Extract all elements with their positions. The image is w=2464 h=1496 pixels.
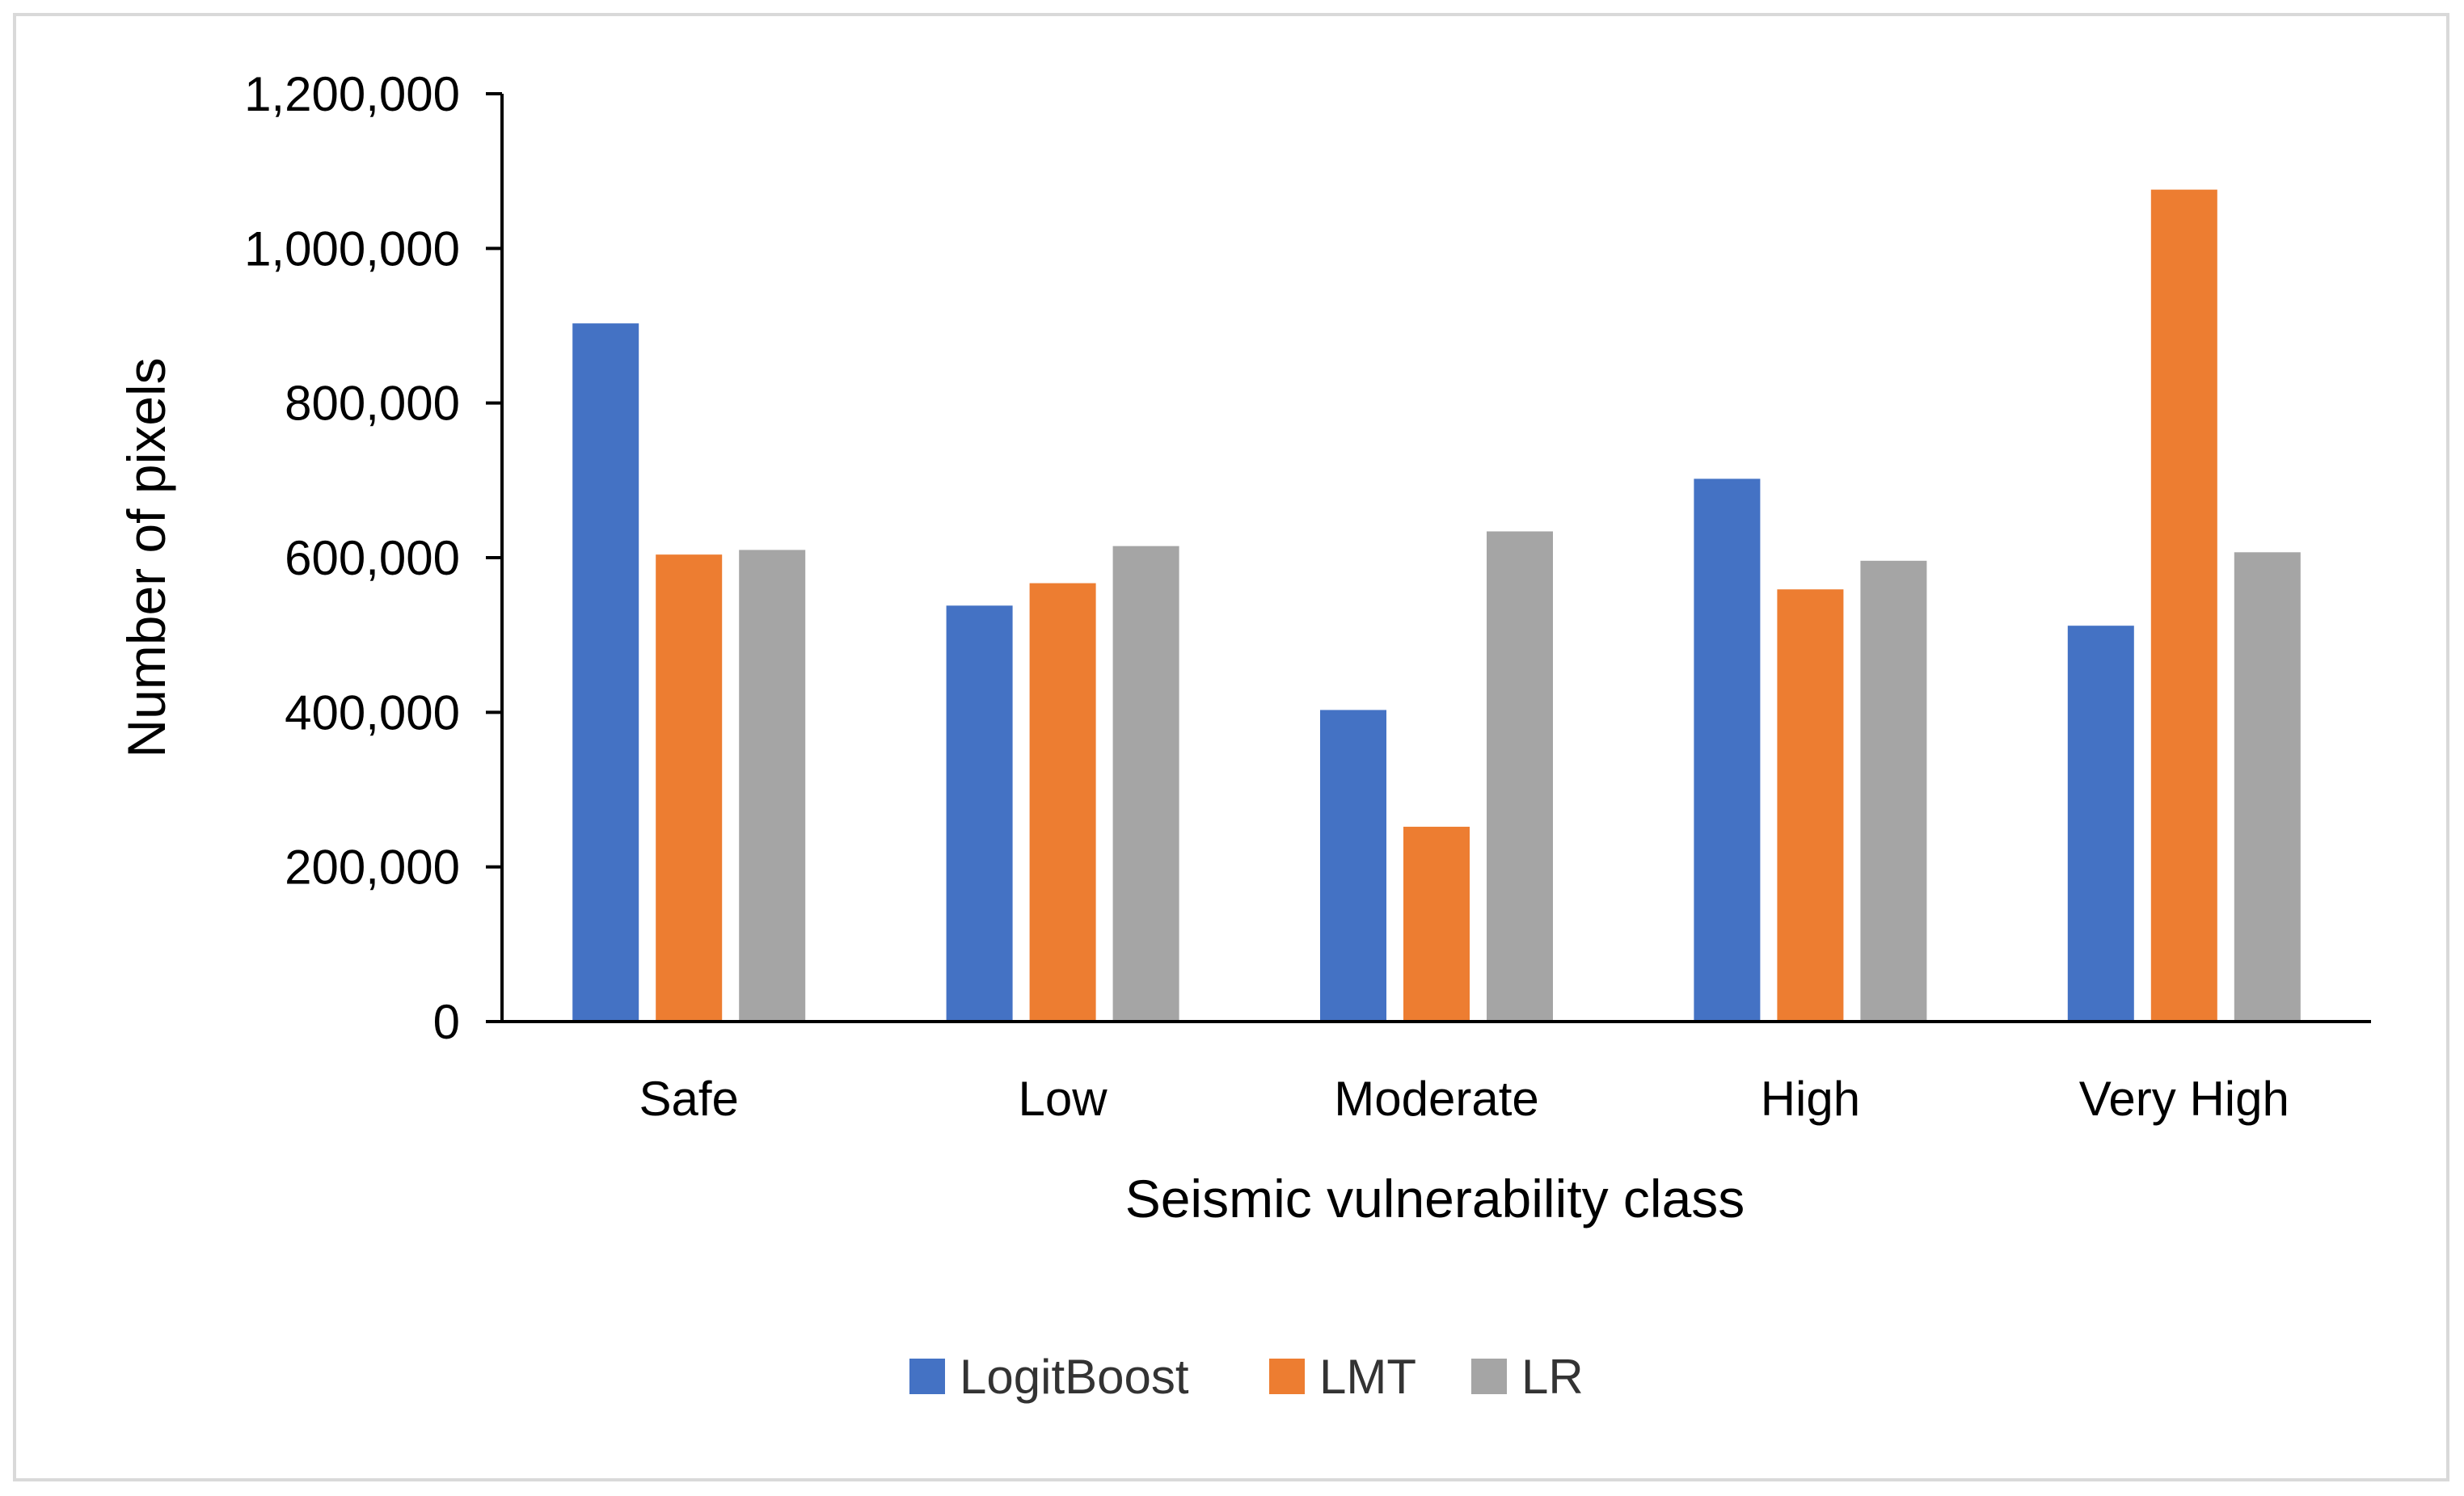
y-axis-ticks: 0 200,000 400,000 600,000 800,000 1,000,000 1,… bbox=[244, 67, 502, 1049]
x-axis-title: Seismic vulnerability class bbox=[1125, 1169, 1745, 1228]
y-tick-label: 200,000 bbox=[285, 841, 460, 895]
bar-lmt-safe bbox=[656, 554, 723, 1022]
bar-logitboost-low bbox=[946, 605, 1013, 1022]
y-tick-label: 1,000,000 bbox=[244, 221, 460, 276]
legend-swatch-lr bbox=[1471, 1359, 1507, 1394]
bar-lr-high bbox=[1860, 560, 1927, 1022]
y-tick-label: 400,000 bbox=[285, 685, 460, 740]
legend-label-lmt: LMT bbox=[1319, 1350, 1416, 1404]
x-tick-label: Low bbox=[1019, 1072, 1108, 1126]
bar-lmt-moderate bbox=[1403, 826, 1470, 1022]
bar-lr-very-high bbox=[2234, 552, 2301, 1022]
legend-swatch-lmt bbox=[1269, 1359, 1305, 1394]
legend-label-logitboost: LogitBoost bbox=[960, 1350, 1189, 1404]
bar-logitboost-moderate bbox=[1320, 710, 1386, 1022]
y-axis-title: Number of pixels bbox=[116, 357, 176, 757]
bar-lmt-high bbox=[1777, 589, 1844, 1022]
y-tick-label: 600,000 bbox=[285, 531, 460, 585]
bar-lr-moderate bbox=[1487, 531, 1553, 1022]
bar-logitboost-safe bbox=[572, 323, 639, 1022]
y-tick-label: 800,000 bbox=[285, 377, 460, 431]
legend-label-lr: LR bbox=[1521, 1350, 1584, 1404]
x-tick-label: High bbox=[1761, 1072, 1860, 1126]
x-tick-label: Safe bbox=[639, 1072, 738, 1126]
y-tick-label: 1,200,000 bbox=[244, 67, 460, 121]
legend-swatch-logitboost bbox=[909, 1359, 945, 1394]
bar-lr-safe bbox=[739, 550, 806, 1022]
bar-logitboost-very-high bbox=[2067, 626, 2134, 1022]
chart-frame bbox=[13, 13, 2449, 1481]
y-tick-label: 0 bbox=[433, 995, 460, 1049]
x-tick-label: Very High bbox=[2079, 1072, 2289, 1126]
x-axis-tick-labels: Safe Low Moderate High Very High bbox=[639, 1072, 2289, 1126]
bar-lmt-very-high bbox=[2150, 189, 2217, 1022]
x-tick-label: Moderate bbox=[1334, 1072, 1538, 1126]
bar-logitboost-high bbox=[1694, 478, 1761, 1022]
bars bbox=[572, 189, 2301, 1022]
bar-lmt-low bbox=[1029, 583, 1096, 1022]
legend: LogitBoost LMT LR bbox=[909, 1350, 1584, 1404]
bar-lr-low bbox=[1112, 546, 1179, 1022]
